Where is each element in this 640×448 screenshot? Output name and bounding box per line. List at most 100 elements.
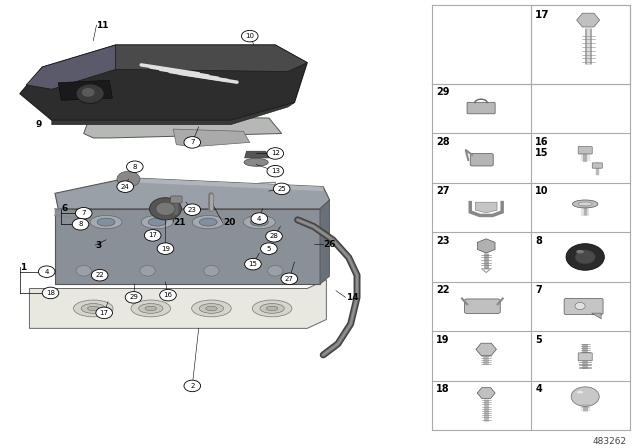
Text: 25: 25	[277, 186, 286, 192]
Text: 16: 16	[163, 292, 173, 298]
Ellipse shape	[243, 215, 275, 229]
Polygon shape	[26, 45, 116, 89]
Text: 29: 29	[129, 294, 138, 300]
Text: 7: 7	[81, 210, 86, 216]
Text: 4: 4	[45, 269, 49, 275]
Circle shape	[267, 165, 284, 177]
Circle shape	[76, 266, 92, 276]
Ellipse shape	[250, 218, 268, 226]
Ellipse shape	[141, 215, 173, 229]
FancyBboxPatch shape	[171, 196, 182, 203]
Polygon shape	[129, 178, 323, 191]
Circle shape	[267, 148, 284, 159]
Circle shape	[184, 137, 200, 148]
Circle shape	[566, 244, 604, 270]
Polygon shape	[244, 151, 269, 158]
Circle shape	[266, 231, 282, 242]
Circle shape	[117, 181, 134, 193]
Text: 7: 7	[535, 285, 542, 295]
Text: 8: 8	[535, 236, 542, 246]
Text: 27: 27	[285, 276, 294, 282]
Text: 12: 12	[271, 151, 280, 156]
Ellipse shape	[139, 304, 163, 313]
Circle shape	[82, 88, 95, 97]
Text: 22: 22	[95, 272, 104, 278]
Text: 7: 7	[190, 139, 195, 146]
Polygon shape	[55, 209, 320, 284]
Circle shape	[76, 207, 92, 219]
Text: 4: 4	[535, 384, 542, 394]
Ellipse shape	[97, 218, 115, 226]
Text: 19: 19	[436, 335, 450, 345]
FancyBboxPatch shape	[467, 102, 495, 114]
Circle shape	[96, 307, 113, 319]
Ellipse shape	[576, 250, 584, 254]
Circle shape	[140, 266, 156, 276]
Text: 8: 8	[132, 164, 137, 170]
FancyBboxPatch shape	[578, 146, 592, 154]
Ellipse shape	[131, 300, 171, 317]
Polygon shape	[591, 313, 601, 319]
Circle shape	[575, 250, 595, 264]
Text: 28: 28	[436, 137, 450, 147]
Ellipse shape	[260, 304, 284, 313]
Text: 6: 6	[61, 204, 68, 213]
Text: 10: 10	[535, 186, 548, 196]
Text: 17: 17	[148, 233, 157, 238]
Text: 483262: 483262	[593, 437, 627, 446]
Text: 29: 29	[436, 87, 450, 97]
Ellipse shape	[266, 306, 278, 310]
FancyBboxPatch shape	[465, 299, 500, 314]
Polygon shape	[476, 202, 497, 213]
Circle shape	[260, 243, 277, 254]
Circle shape	[117, 171, 140, 187]
FancyBboxPatch shape	[578, 353, 592, 361]
Circle shape	[571, 387, 599, 406]
Ellipse shape	[199, 304, 223, 313]
Circle shape	[145, 230, 161, 241]
Text: 14: 14	[346, 293, 358, 302]
Text: 23: 23	[436, 236, 450, 246]
Text: 10: 10	[245, 33, 254, 39]
Circle shape	[92, 269, 108, 281]
Text: 21: 21	[173, 218, 186, 227]
Text: 28: 28	[269, 233, 278, 239]
Polygon shape	[55, 178, 330, 209]
Polygon shape	[58, 80, 113, 100]
Ellipse shape	[148, 218, 166, 226]
Circle shape	[160, 289, 176, 301]
Text: 22: 22	[436, 285, 450, 295]
Circle shape	[575, 302, 585, 310]
Circle shape	[184, 380, 200, 392]
Text: 18: 18	[436, 384, 450, 394]
Circle shape	[251, 213, 268, 224]
Bar	[531, 5, 630, 84]
Circle shape	[72, 219, 89, 230]
Circle shape	[156, 202, 175, 215]
Text: 20: 20	[223, 219, 236, 228]
Ellipse shape	[572, 200, 598, 208]
Polygon shape	[320, 200, 330, 284]
Text: 17: 17	[100, 310, 109, 316]
Ellipse shape	[205, 306, 217, 310]
Text: 17: 17	[535, 9, 550, 20]
Polygon shape	[173, 129, 250, 147]
Text: 27: 27	[436, 186, 450, 196]
Ellipse shape	[244, 158, 268, 166]
Polygon shape	[29, 280, 326, 328]
Ellipse shape	[90, 215, 122, 229]
Text: 13: 13	[271, 168, 280, 174]
Ellipse shape	[74, 300, 113, 317]
Text: 5: 5	[267, 246, 271, 252]
Circle shape	[125, 292, 142, 303]
Polygon shape	[20, 45, 307, 120]
Text: 2: 2	[190, 383, 195, 389]
Ellipse shape	[578, 202, 592, 206]
Circle shape	[273, 183, 290, 194]
Ellipse shape	[252, 300, 292, 317]
Circle shape	[244, 258, 261, 270]
Polygon shape	[52, 103, 294, 125]
Text: 26: 26	[323, 240, 336, 249]
Circle shape	[184, 204, 200, 215]
Ellipse shape	[192, 215, 224, 229]
